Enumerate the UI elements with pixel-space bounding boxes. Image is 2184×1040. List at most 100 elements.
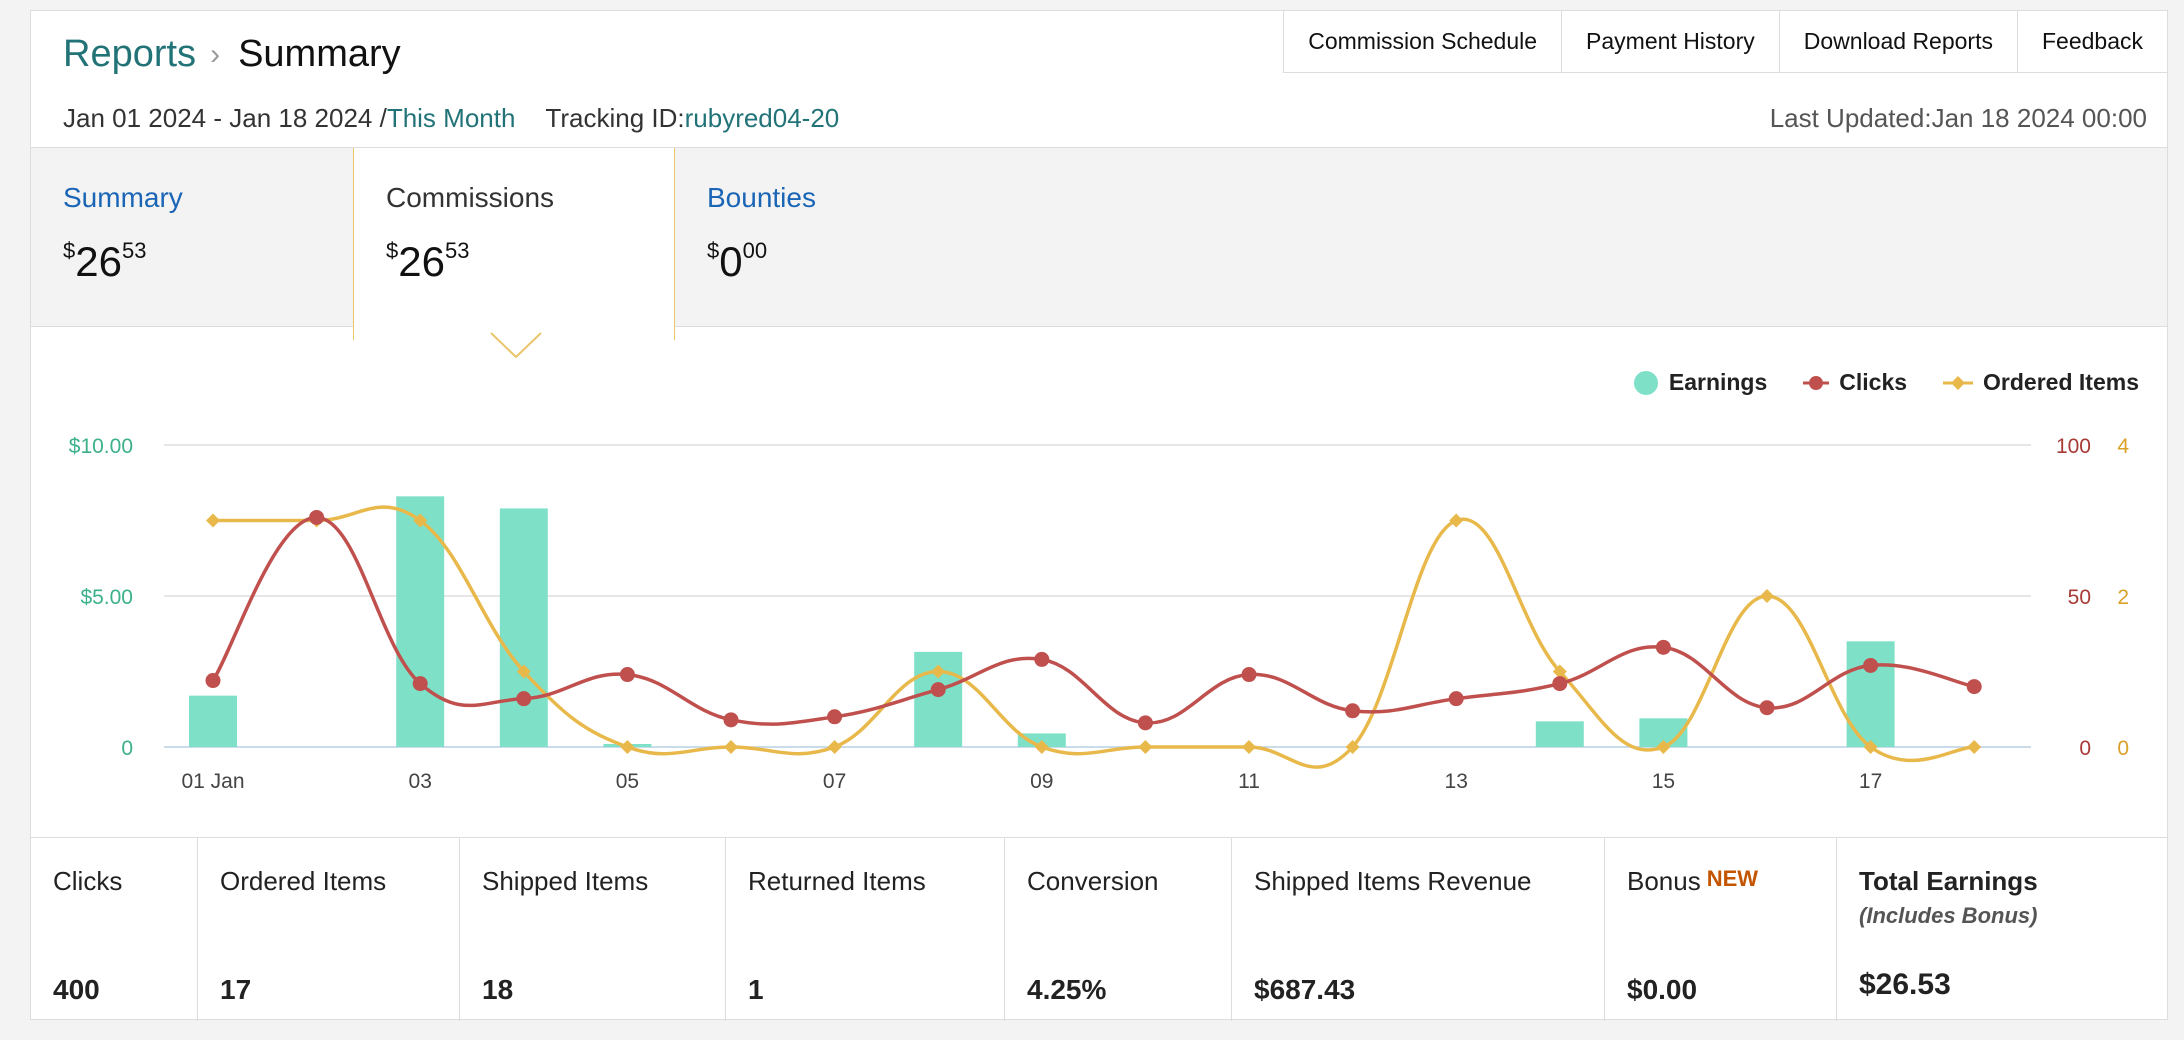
x-axis-tick-label: 15	[1652, 770, 1675, 793]
tab-summary-amount: $26 53	[63, 238, 353, 286]
ordered-items-point	[1863, 740, 1878, 754]
ordered-items-point	[931, 664, 946, 679]
breadcrumb: Reports › Summary	[63, 33, 401, 76]
stat-value: 400	[53, 974, 100, 1005]
stat-conversion: Conversion 4.25%	[1005, 838, 1232, 1021]
tab-summary[interactable]: Summary $26 53	[31, 148, 353, 328]
ordered-items-line	[213, 505, 1975, 769]
stat-value: $687.43	[1254, 974, 1356, 1005]
currency-symbol: $	[707, 238, 720, 263]
tab-commissions[interactable]: Commissions $26 53	[353, 148, 675, 340]
right-axis-ordered-tick-label: 2	[2117, 586, 2129, 609]
earnings-bar	[396, 496, 445, 747]
left-axis-tick-label: 0	[121, 737, 133, 760]
left-axis-tick-label: $5.00	[80, 586, 133, 609]
ordered-items-point	[827, 740, 842, 754]
clicks-point	[1655, 639, 1671, 655]
download-reports-button[interactable]: Download Reports	[1778, 11, 2017, 73]
x-axis-tick-label: 03	[409, 770, 432, 793]
ordered-items-point	[1138, 740, 1153, 754]
clicks-line	[211, 515, 1975, 726]
x-axis-tick-label: 09	[1030, 770, 1053, 793]
clicks-line-icon	[1803, 375, 1830, 390]
legend-clicks[interactable]: Clicks	[1803, 369, 1907, 396]
x-axis-tick-label: 13	[1445, 770, 1468, 793]
stat-value: $0.00	[1627, 974, 1698, 1005]
stat-label: Total Earnings	[1859, 866, 2038, 896]
clicks-point	[1552, 676, 1568, 692]
legend-earnings-label: Earnings	[1668, 369, 1768, 395]
tab-summary-label[interactable]: Summary	[63, 182, 183, 213]
currency-symbol: $	[63, 238, 76, 263]
ordered-items-point	[1034, 740, 1049, 754]
legend-ordered-items[interactable]: Ordered Items	[1943, 369, 2139, 396]
left-axis-tick-label: $10.00	[69, 435, 133, 458]
ordered-items-diamond-icon	[1943, 375, 1974, 390]
stat-label: Shipped Items	[482, 866, 649, 896]
earnings-bar	[1535, 721, 1584, 747]
date-range-text: Jan 01 2024 - Jan 18 2024 /	[63, 103, 387, 133]
right-axis-ordered-tick-label: 4	[2117, 435, 2129, 458]
clicks-point	[930, 682, 946, 698]
stat-label: Bonus NEW	[1627, 866, 1836, 897]
this-month-link[interactable]: This Month	[386, 103, 516, 133]
right-axis-clicks-tick-label: 50	[2068, 586, 2091, 609]
amount-whole: 26	[398, 238, 445, 285]
clicks-point	[827, 709, 843, 725]
x-axis-tick-label: 05	[616, 770, 639, 793]
ordered-items-point	[413, 513, 428, 528]
legend-earnings[interactable]: Earnings	[1633, 369, 1767, 396]
tab-bounties[interactable]: Bounties $0 00	[675, 148, 997, 328]
earnings-bar	[189, 695, 237, 747]
ordered-items-point	[1345, 740, 1360, 754]
earnings-bar	[499, 508, 548, 747]
legend-clicks-label: Clicks	[1839, 369, 1908, 395]
amount-whole: 26	[75, 238, 122, 285]
commission-schedule-button[interactable]: Commission Schedule	[1283, 11, 1562, 73]
stat-label: Conversion	[1027, 866, 1159, 896]
chart-legend: Earnings Clicks Ordered Items	[1597, 369, 2139, 396]
earnings-chart: 0 $5.00 $10.00 0 50 100 0 2 4 01 Jan 03 05 07 09 11 13 1…	[69, 435, 2130, 793]
right-axis-ordered-tick-label: 0	[2117, 737, 2129, 760]
currency-symbol: $	[386, 238, 399, 263]
x-axis-tick-label: 17	[1859, 770, 1882, 793]
page-title: Summary	[238, 33, 401, 75]
payment-history-button[interactable]: Payment History	[1561, 11, 1779, 73]
x-axis-tick-label: 11	[1238, 770, 1260, 793]
report-card: Reports › Summary Commission Schedule Pa…	[30, 10, 2168, 1021]
stat-total-earnings: Total Earnings (Includes Bonus) $26.53	[1837, 838, 2167, 1021]
stat-value: 18	[482, 974, 514, 1005]
clicks-point	[1863, 657, 1879, 673]
clicks-point	[205, 673, 221, 689]
tab-commissions-label[interactable]: Commissions	[386, 182, 555, 213]
stat-label: Returned Items	[748, 866, 926, 896]
ordered-items-point	[724, 740, 738, 754]
right-axis-clicks-tick-label: 100	[2056, 435, 2091, 458]
tracking-id-link[interactable]: rubyred04-20	[684, 103, 840, 133]
clicks-point	[1759, 700, 1775, 716]
clicks-point	[309, 509, 325, 525]
stat-bonus: Bonus NEW $0.00	[1605, 838, 1837, 1021]
earnings-dot-icon	[1633, 370, 1658, 395]
clicks-point	[516, 691, 532, 707]
clicks-point	[1448, 691, 1464, 707]
tab-bounties-label[interactable]: Bounties	[707, 182, 816, 213]
ordered-items-point	[1552, 664, 1567, 679]
clicks-point	[1137, 715, 1153, 731]
breadcrumb-reports-link[interactable]: Reports	[63, 33, 197, 75]
clicks-point	[1966, 679, 1982, 695]
ordered-items-point	[1242, 740, 1256, 754]
stat-returned-items: Returned Items 1	[726, 838, 1005, 1021]
stat-label: Shipped Items Revenue	[1254, 866, 1532, 896]
tab-commissions-amount: $26 53	[386, 238, 674, 286]
amount-cents: 00	[742, 238, 768, 263]
right-axis-clicks-tick-label: 0	[2079, 737, 2091, 760]
new-badge: NEW	[1706, 866, 1759, 891]
stat-label-text: Bonus	[1627, 866, 1701, 896]
feedback-button[interactable]: Feedback	[2016, 11, 2167, 73]
x-axis-tick-label: 01 Jan	[181, 770, 244, 793]
ordered-items-point	[516, 664, 531, 679]
tracking-id-label: Tracking ID:	[545, 103, 685, 133]
last-updated: Last Updated:Jan 18 2024 00:00	[1769, 103, 2147, 133]
ordered-items-point	[1449, 513, 1464, 528]
